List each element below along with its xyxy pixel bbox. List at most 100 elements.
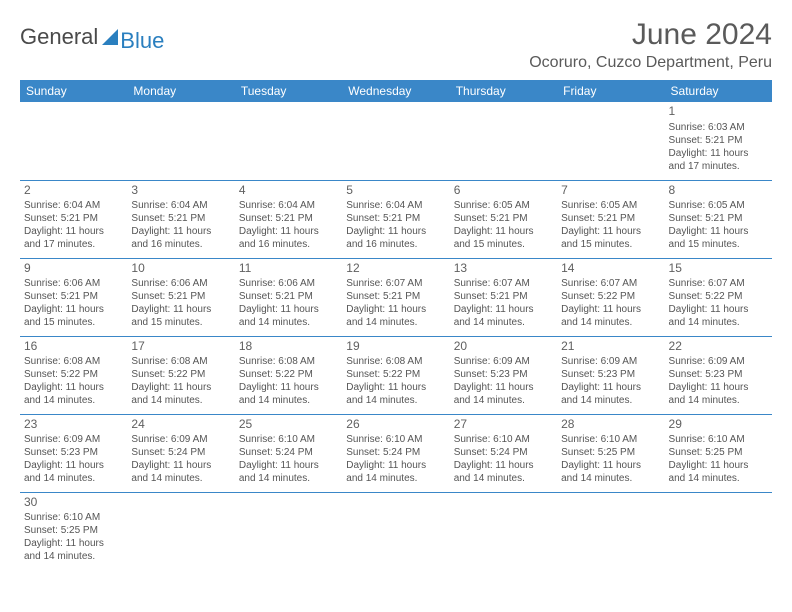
day-number: 3 [131,183,230,199]
daylight-line-1: Daylight: 11 hours [561,459,660,472]
day-info: Sunrise: 6:07 AMSunset: 5:21 PMDaylight:… [454,277,553,329]
daylight-line-2: and 15 minutes. [669,238,768,251]
sunrise-line: Sunrise: 6:05 AM [454,199,553,212]
daylight-line-1: Daylight: 11 hours [454,225,553,238]
sunset-line: Sunset: 5:22 PM [131,368,230,381]
calendar-cell: 20Sunrise: 6:09 AMSunset: 5:23 PMDayligh… [450,336,557,414]
day-info: Sunrise: 6:06 AMSunset: 5:21 PMDaylight:… [24,277,123,329]
calendar-cell: 11Sunrise: 6:06 AMSunset: 5:21 PMDayligh… [235,258,342,336]
calendar-cell: 3Sunrise: 6:04 AMSunset: 5:21 PMDaylight… [127,180,234,258]
daylight-line-1: Daylight: 11 hours [239,303,338,316]
sunrise-line: Sunrise: 6:04 AM [131,199,230,212]
sunrise-line: Sunrise: 6:09 AM [131,433,230,446]
daylight-line-1: Daylight: 11 hours [346,303,445,316]
sunset-line: Sunset: 5:21 PM [346,212,445,225]
logo-text-blue: Blue [120,28,164,54]
logo: General Blue [20,18,164,50]
calendar-cell: 23Sunrise: 6:09 AMSunset: 5:23 PMDayligh… [20,414,127,492]
weekday-header: Sunday [20,80,127,102]
day-info: Sunrise: 6:04 AMSunset: 5:21 PMDaylight:… [239,199,338,251]
day-number: 10 [131,261,230,277]
day-number: 23 [24,417,123,433]
calendar-cell: 16Sunrise: 6:08 AMSunset: 5:22 PMDayligh… [20,336,127,414]
sunrise-line: Sunrise: 6:07 AM [454,277,553,290]
daylight-line-2: and 15 minutes. [24,316,123,329]
calendar-row: 16Sunrise: 6:08 AMSunset: 5:22 PMDayligh… [20,336,772,414]
daylight-line-2: and 14 minutes. [24,394,123,407]
daylight-line-1: Daylight: 11 hours [24,537,123,550]
daylight-line-2: and 14 minutes. [346,316,445,329]
day-number: 18 [239,339,338,355]
day-info: Sunrise: 6:08 AMSunset: 5:22 PMDaylight:… [346,355,445,407]
sunrise-line: Sunrise: 6:06 AM [131,277,230,290]
day-info: Sunrise: 6:06 AMSunset: 5:21 PMDaylight:… [239,277,338,329]
sunrise-line: Sunrise: 6:09 AM [24,433,123,446]
day-info: Sunrise: 6:06 AMSunset: 5:21 PMDaylight:… [131,277,230,329]
sunrise-line: Sunrise: 6:08 AM [24,355,123,368]
day-info: Sunrise: 6:07 AMSunset: 5:21 PMDaylight:… [346,277,445,329]
sunrise-line: Sunrise: 6:04 AM [24,199,123,212]
day-info: Sunrise: 6:04 AMSunset: 5:21 PMDaylight:… [24,199,123,251]
calendar-cell: 18Sunrise: 6:08 AMSunset: 5:22 PMDayligh… [235,336,342,414]
calendar-cell [342,102,449,180]
daylight-line-2: and 17 minutes. [24,238,123,251]
sunset-line: Sunset: 5:22 PM [561,290,660,303]
calendar-cell: 24Sunrise: 6:09 AMSunset: 5:24 PMDayligh… [127,414,234,492]
day-number: 13 [454,261,553,277]
sunrise-line: Sunrise: 6:08 AM [131,355,230,368]
calendar-cell: 9Sunrise: 6:06 AMSunset: 5:21 PMDaylight… [20,258,127,336]
calendar-cell: 26Sunrise: 6:10 AMSunset: 5:24 PMDayligh… [342,414,449,492]
daylight-line-1: Daylight: 11 hours [669,459,768,472]
calendar-cell: 25Sunrise: 6:10 AMSunset: 5:24 PMDayligh… [235,414,342,492]
sunrise-line: Sunrise: 6:06 AM [24,277,123,290]
daylight-line-1: Daylight: 11 hours [346,225,445,238]
calendar-cell [127,102,234,180]
calendar-cell: 13Sunrise: 6:07 AMSunset: 5:21 PMDayligh… [450,258,557,336]
daylight-line-1: Daylight: 11 hours [561,303,660,316]
calendar-cell [235,492,342,570]
sunrise-line: Sunrise: 6:08 AM [346,355,445,368]
day-number: 8 [669,183,768,199]
calendar-cell: 28Sunrise: 6:10 AMSunset: 5:25 PMDayligh… [557,414,664,492]
day-info: Sunrise: 6:07 AMSunset: 5:22 PMDaylight:… [561,277,660,329]
sunrise-line: Sunrise: 6:06 AM [239,277,338,290]
daylight-line-2: and 17 minutes. [669,160,768,173]
daylight-line-1: Daylight: 11 hours [454,303,553,316]
daylight-line-2: and 14 minutes. [454,394,553,407]
calendar-row: 2Sunrise: 6:04 AMSunset: 5:21 PMDaylight… [20,180,772,258]
calendar-cell: 6Sunrise: 6:05 AMSunset: 5:21 PMDaylight… [450,180,557,258]
day-info: Sunrise: 6:08 AMSunset: 5:22 PMDaylight:… [24,355,123,407]
daylight-line-1: Daylight: 11 hours [669,381,768,394]
sunset-line: Sunset: 5:21 PM [239,290,338,303]
daylight-line-2: and 14 minutes. [669,472,768,485]
day-info: Sunrise: 6:10 AMSunset: 5:25 PMDaylight:… [561,433,660,485]
sunrise-line: Sunrise: 6:10 AM [24,511,123,524]
sunset-line: Sunset: 5:23 PM [24,446,123,459]
calendar-cell: 7Sunrise: 6:05 AMSunset: 5:21 PMDaylight… [557,180,664,258]
sunset-line: Sunset: 5:21 PM [24,290,123,303]
day-number: 19 [346,339,445,355]
daylight-line-2: and 16 minutes. [346,238,445,251]
daylight-line-2: and 14 minutes. [454,316,553,329]
weekday-header: Saturday [665,80,772,102]
sunset-line: Sunset: 5:21 PM [669,212,768,225]
day-info: Sunrise: 6:05 AMSunset: 5:21 PMDaylight:… [454,199,553,251]
day-info: Sunrise: 6:10 AMSunset: 5:24 PMDaylight:… [239,433,338,485]
weekday-header: Friday [557,80,664,102]
calendar-cell: 15Sunrise: 6:07 AMSunset: 5:22 PMDayligh… [665,258,772,336]
day-number: 6 [454,183,553,199]
daylight-line-1: Daylight: 11 hours [24,381,123,394]
day-info: Sunrise: 6:04 AMSunset: 5:21 PMDaylight:… [131,199,230,251]
sunset-line: Sunset: 5:21 PM [239,212,338,225]
sunset-line: Sunset: 5:21 PM [131,290,230,303]
day-info: Sunrise: 6:09 AMSunset: 5:23 PMDaylight:… [454,355,553,407]
day-number: 15 [669,261,768,277]
sunset-line: Sunset: 5:21 PM [24,212,123,225]
sunset-line: Sunset: 5:24 PM [346,446,445,459]
day-info: Sunrise: 6:09 AMSunset: 5:23 PMDaylight:… [24,433,123,485]
daylight-line-1: Daylight: 11 hours [24,459,123,472]
daylight-line-1: Daylight: 11 hours [24,225,123,238]
day-info: Sunrise: 6:05 AMSunset: 5:21 PMDaylight:… [561,199,660,251]
calendar-cell: 17Sunrise: 6:08 AMSunset: 5:22 PMDayligh… [127,336,234,414]
day-number: 26 [346,417,445,433]
